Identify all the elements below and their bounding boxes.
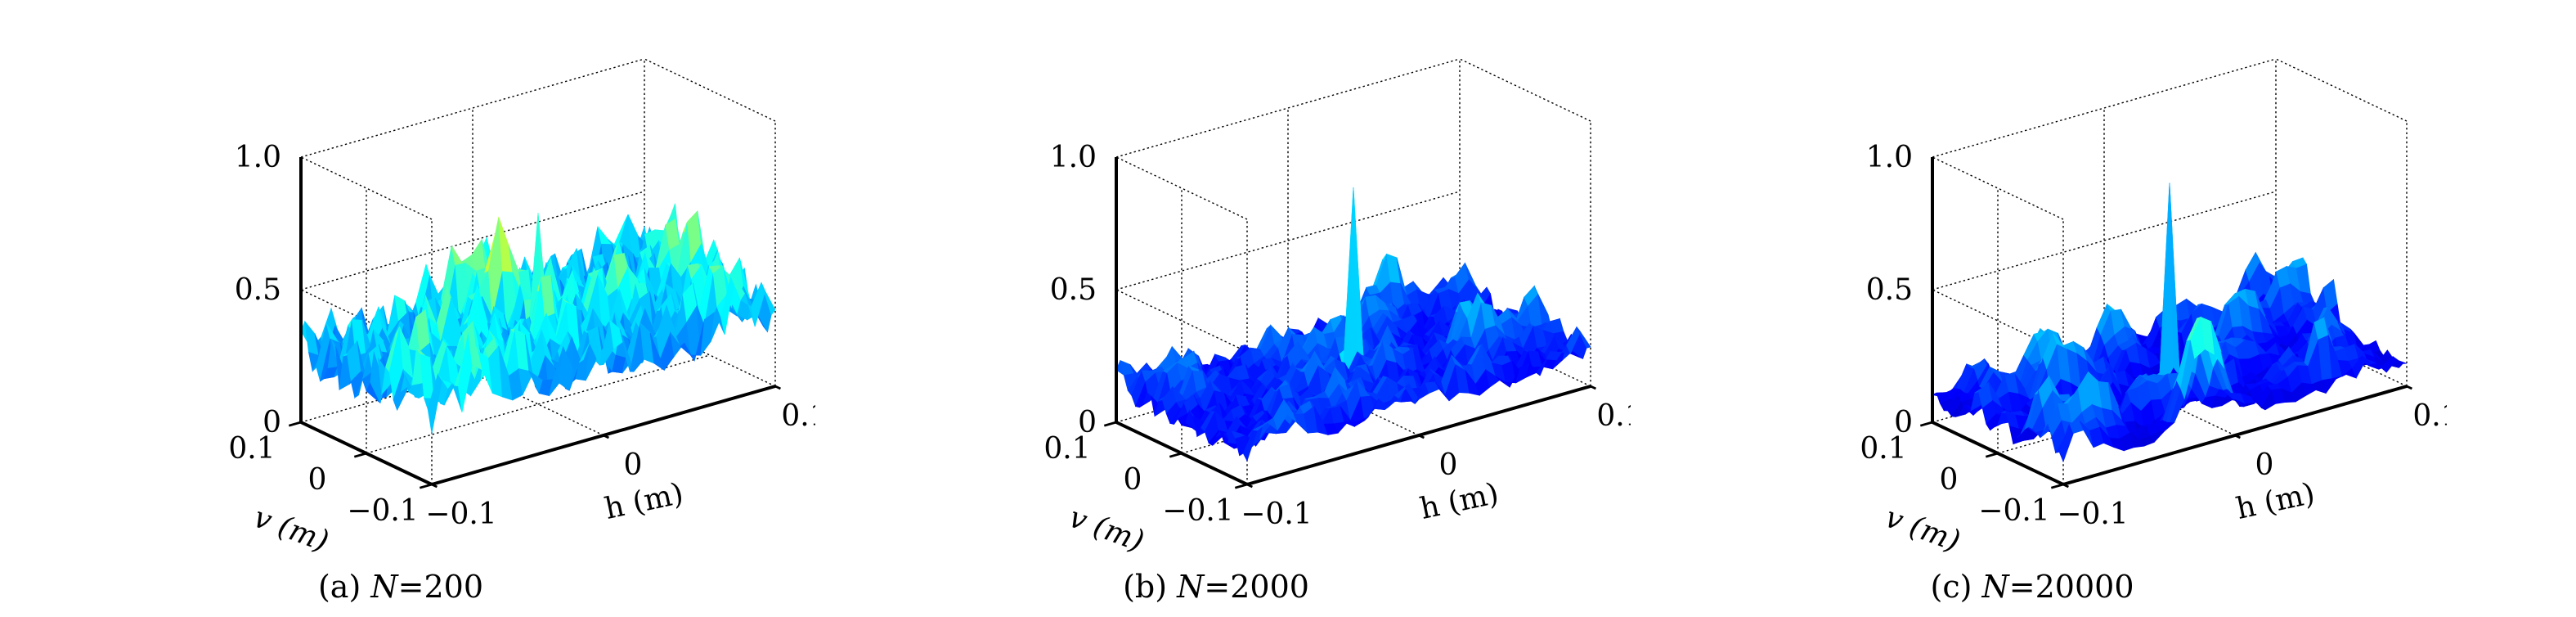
h-tick-label: −0.1 — [425, 498, 496, 531]
z-tick-label: 0.5 — [1866, 273, 1913, 307]
panel-b: 00.51.00.10−0.1−0.100.1v (m)h (m)(b) N=2… — [1043, 58, 1631, 605]
h-tick-label: 0 — [1439, 448, 1458, 482]
h-tick-label: 0 — [624, 448, 643, 482]
v-tick-label: −0.1 — [1162, 494, 1233, 528]
z-tick-label: 0 — [1078, 406, 1097, 439]
panel-caption: (c) N=20000 — [1931, 569, 2134, 605]
z-tick-label: 0 — [263, 406, 281, 439]
panel-c: 00.51.00.10−0.1−0.100.1v (m)h (m)(c) N=2… — [1860, 58, 2447, 605]
v-tick-label: 0.1 — [1860, 432, 1906, 466]
v-tick-label: −0.1 — [1978, 494, 2049, 528]
h-axis-label: h (m) — [602, 477, 686, 526]
v-tick-label: 0 — [1124, 463, 1142, 497]
v-axis-label: v (m) — [249, 501, 333, 559]
h-axis-label: h (m) — [2233, 477, 2318, 526]
v-axis-label: v (m) — [1881, 501, 1964, 559]
h-tick-label: 0 — [2255, 448, 2274, 482]
v-tick-label: 0 — [308, 463, 327, 497]
h-axis-label: h (m) — [1417, 477, 1501, 526]
h-tick-label: 0.1 — [781, 399, 815, 433]
v-tick-label: 0 — [1940, 463, 1959, 497]
z-tick-label: 0.5 — [235, 273, 281, 307]
z-tick-label: 0 — [1894, 406, 1913, 439]
panel-caption: (a) N=200 — [318, 569, 483, 605]
h-tick-label: 0.1 — [2412, 399, 2447, 433]
z-tick-label: 0.5 — [1050, 273, 1097, 307]
v-tick-label: −0.1 — [347, 494, 418, 528]
h-tick-label: −0.1 — [1241, 498, 1312, 531]
z-tick-label: 1.0 — [1050, 141, 1097, 174]
surface — [1931, 182, 2408, 463]
h-tick-label: −0.1 — [2057, 498, 2128, 531]
v-axis-label: v (m) — [1065, 501, 1148, 559]
panel-caption: (b) N=2000 — [1123, 569, 1309, 605]
v-tick-label: 0.1 — [1043, 432, 1090, 466]
panel-a: 00.51.00.10−0.1−0.100.1v (m)h (m)(a) N=2… — [228, 58, 815, 605]
h-tick-label: 0.1 — [1596, 399, 1631, 433]
surface — [1115, 187, 1591, 462]
surface — [300, 203, 776, 434]
z-tick-label: 1.0 — [235, 141, 281, 174]
z-tick-label: 1.0 — [1866, 141, 1913, 174]
v-tick-label: 0.1 — [228, 432, 275, 466]
